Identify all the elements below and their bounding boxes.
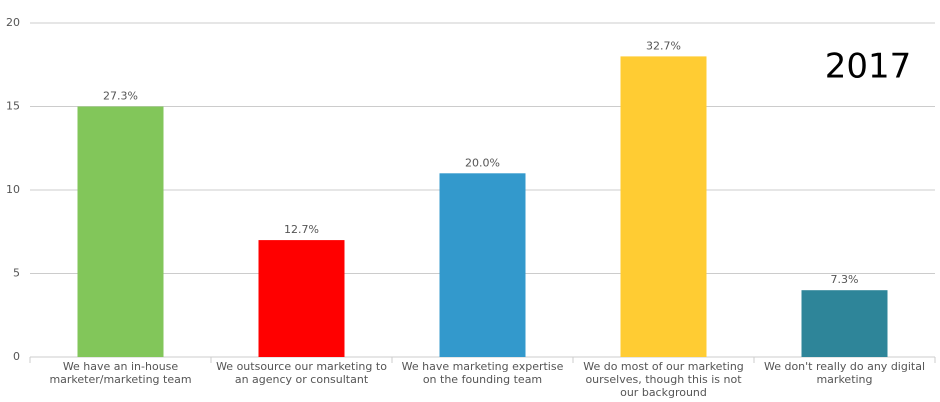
y-tick-label: 20: [6, 16, 20, 29]
bar-label: 12.7%: [284, 223, 319, 236]
bar: [620, 56, 707, 358]
bar-label: 32.7%: [646, 39, 681, 52]
bar: [77, 106, 164, 357]
x-tick-label: We outsource our marketing to an agency …: [216, 360, 387, 386]
x-tick-label: We don't really do any digital marketing: [763, 360, 926, 386]
bar-label: 27.3%: [103, 90, 138, 103]
bar: [439, 173, 526, 357]
y-tick-label: 5: [13, 267, 20, 280]
year-annotation: 2017: [825, 47, 912, 87]
bar-label: 7.3%: [831, 273, 859, 286]
x-tick-label: We do most of our marketing ourselves, t…: [583, 360, 744, 399]
bar: [258, 240, 345, 357]
x-tick-label: We have an in-house marketer/marketing t…: [49, 360, 192, 386]
x-tick-label: We have marketing expertise on the found…: [401, 360, 564, 386]
bar-label: 20.0%: [465, 156, 500, 169]
bar: [801, 290, 888, 357]
y-tick-label: 0: [13, 350, 20, 363]
y-tick-label: 10: [6, 183, 20, 196]
y-tick-label: 15: [6, 100, 20, 113]
